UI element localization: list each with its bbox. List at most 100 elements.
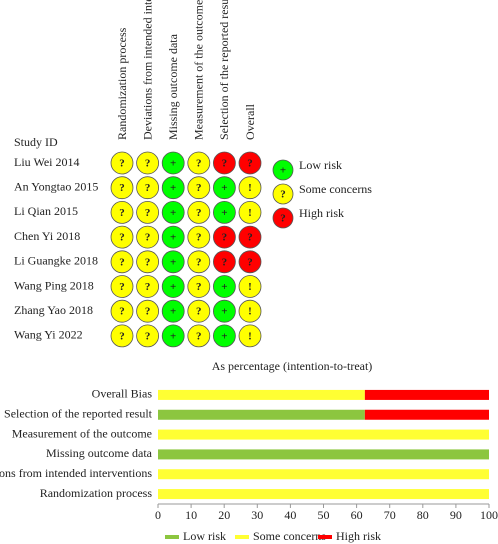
judgment-symbol: +: [170, 306, 176, 318]
y-tick-label: Deviations from intended interventions: [0, 466, 152, 480]
chart-title: As percentage (intention-to-treat): [212, 359, 373, 373]
judgment-symbol: +: [221, 207, 227, 219]
legend-swatch: [165, 535, 179, 539]
bar-segment: [364, 409, 489, 420]
judgment-symbol: +: [221, 281, 227, 293]
judgment-symbol: ?: [222, 256, 228, 268]
y-tick-label: Measurement of the outcome: [12, 426, 152, 440]
judgment-symbol: ?: [196, 182, 202, 194]
judgment-symbol: ?: [119, 256, 125, 268]
legend-circle: [272, 183, 294, 205]
domain-label: Overall: [243, 103, 257, 140]
judgment-symbol: ?: [145, 232, 151, 244]
judgment-symbol: ?: [119, 281, 125, 293]
judgment-circle: [212, 324, 236, 348]
judgment-circle: [161, 225, 185, 249]
bar-segment: [158, 489, 489, 500]
x-tick-label: 90: [450, 508, 462, 522]
bar-segment: [158, 429, 489, 440]
domain-label: Deviations from intended interventions: [140, 0, 154, 140]
judgment-symbol: ?: [145, 330, 151, 342]
domain-label: Measurement of the outcome: [192, 0, 206, 140]
x-tick-label: 30: [251, 508, 263, 522]
judgment-circle: [212, 275, 236, 298]
study-label: Liu Wei 2014: [14, 155, 79, 169]
judgment-symbol: ?: [196, 330, 202, 342]
judgment-circle: [238, 324, 262, 348]
x-tick-label: 0: [155, 508, 161, 522]
judgment-circle: [110, 324, 134, 348]
judgment-circle: [136, 250, 160, 274]
judgment-circle: [187, 200, 211, 224]
judgment-symbol: ?: [247, 256, 253, 268]
judgment-symbol: ?: [119, 306, 125, 318]
judgment-circle: [161, 324, 185, 348]
judgment-symbol: ?: [145, 158, 151, 170]
judgment-circle: [161, 200, 185, 224]
judgment-symbol: ?: [119, 182, 125, 194]
judgment-circle: [136, 275, 160, 298]
judgment-symbol: +: [170, 330, 176, 342]
legend-label: Some concerns: [299, 182, 372, 196]
judgment-circle: [212, 299, 236, 323]
x-tick-label: 50: [318, 508, 330, 522]
judgment-symbol: ?: [145, 256, 151, 268]
table-header: Study ID: [14, 135, 58, 149]
judgment-symbol: ?: [196, 158, 202, 170]
judgment-symbol: +: [170, 158, 176, 170]
judgment-circle: [212, 250, 236, 274]
judgment-circle: [187, 250, 211, 274]
bar-segment: [158, 449, 489, 460]
judgment-symbol: +: [170, 232, 176, 244]
judgment-circle: [136, 225, 160, 249]
domain-label: Missing outcome data: [166, 33, 180, 140]
judgment-circle: [187, 299, 211, 323]
legend-circle: [272, 207, 294, 229]
judgment-circle: [161, 250, 185, 274]
study-label: Li Qian 2015: [14, 204, 78, 218]
judgment-circle: [161, 176, 185, 200]
judgment-circle: [187, 275, 211, 298]
judgment-symbol: ?: [196, 256, 202, 268]
judgment-circle: [110, 225, 134, 249]
judgment-circle: [110, 250, 134, 274]
judgment-circle: [161, 275, 185, 298]
judgment-symbol: !: [248, 281, 252, 293]
judgment-circle: [136, 200, 160, 224]
judgment-symbol: +: [170, 256, 176, 268]
judgment-symbol: ?: [196, 281, 202, 293]
judgment-symbol: ?: [145, 306, 151, 318]
judgment-symbol: +: [170, 182, 176, 194]
legend-label: High risk: [336, 529, 381, 543]
judgment-symbol: !: [248, 330, 252, 342]
domain-label: Randomization process: [115, 27, 129, 140]
bar-segment: [158, 409, 365, 420]
study-label: An Yongtao 2015: [14, 179, 98, 193]
judgment-symbol: !: [248, 207, 252, 219]
judgment-circle: [110, 151, 134, 175]
study-label: Zhang Yao 2018: [14, 303, 93, 317]
judgment-symbol: ?: [145, 281, 151, 293]
y-tick-label: Overall Bias: [92, 387, 153, 401]
x-tick-label: 60: [351, 508, 363, 522]
x-tick-label: 10: [185, 508, 197, 522]
judgment-circle: [136, 299, 160, 323]
study-label: Wang Yi 2022: [14, 328, 83, 342]
judgment-circle: [110, 200, 134, 224]
judgment-circle: [136, 324, 160, 348]
legend-circle: [272, 159, 294, 181]
legend-symbol: +: [280, 165, 286, 177]
study-label: Li Guangke 2018: [14, 254, 98, 268]
judgment-circle: [187, 151, 211, 175]
legend-swatch: [235, 535, 249, 539]
bar-segment: [158, 389, 365, 400]
judgment-circle: [238, 225, 262, 249]
judgment-circle: [161, 151, 185, 175]
judgment-circle: [110, 176, 134, 200]
judgment-circle: [238, 200, 262, 224]
judgment-circle: [187, 225, 211, 249]
judgment-circle: [238, 299, 262, 323]
judgment-symbol: ?: [196, 306, 202, 318]
legend-label: Some concerns: [253, 529, 326, 543]
